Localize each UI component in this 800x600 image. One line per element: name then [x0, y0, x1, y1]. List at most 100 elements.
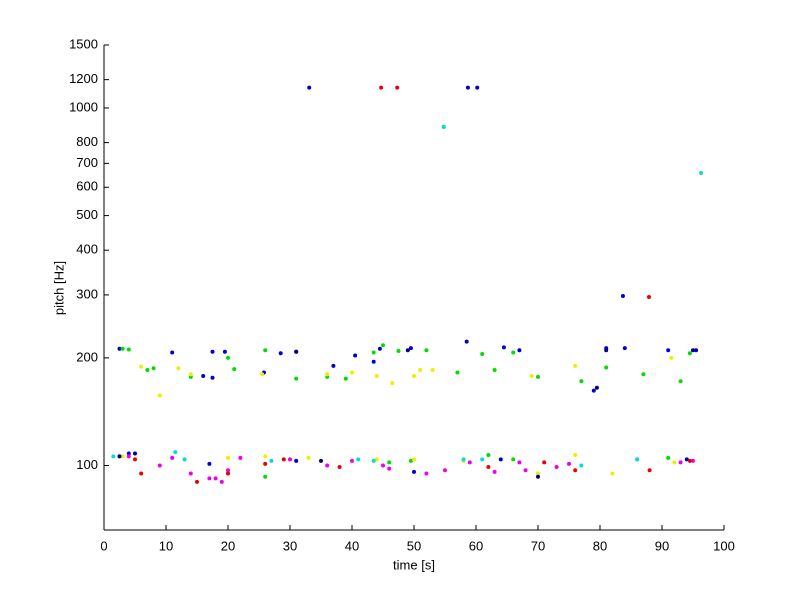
point	[461, 457, 466, 462]
y-tick-label: 1000	[69, 99, 98, 114]
point	[281, 457, 286, 462]
point	[232, 367, 237, 372]
point	[350, 370, 354, 375]
point	[536, 474, 540, 479]
point	[387, 460, 392, 465]
point	[374, 457, 379, 462]
point	[353, 353, 358, 358]
point	[173, 450, 178, 455]
point	[529, 373, 534, 378]
point	[666, 348, 671, 353]
point	[157, 463, 162, 468]
point	[331, 363, 336, 368]
point	[374, 373, 379, 378]
point	[424, 348, 429, 353]
point	[641, 372, 646, 377]
point	[238, 455, 243, 460]
point	[111, 454, 116, 459]
point	[567, 461, 571, 466]
point	[536, 374, 540, 379]
point	[188, 372, 193, 377]
point	[464, 339, 469, 344]
point	[684, 457, 689, 462]
point	[356, 457, 361, 462]
point	[117, 454, 122, 459]
point	[117, 346, 122, 351]
point	[691, 348, 695, 353]
point	[480, 352, 485, 357]
point	[263, 474, 268, 479]
x-tick-label: 70	[531, 538, 545, 553]
point	[126, 451, 131, 456]
point	[604, 348, 609, 353]
point	[672, 460, 677, 465]
x-tick-label: 30	[283, 538, 297, 553]
point	[687, 351, 692, 356]
point	[408, 458, 413, 463]
point	[151, 366, 156, 371]
point	[126, 347, 131, 352]
point	[412, 373, 416, 378]
point	[213, 476, 218, 481]
point	[604, 365, 609, 370]
point	[579, 379, 584, 384]
point	[646, 294, 651, 299]
point	[294, 458, 299, 463]
point	[133, 451, 137, 456]
x-tick-label: 50	[407, 538, 421, 553]
point	[371, 359, 376, 364]
point	[222, 349, 227, 354]
point	[139, 471, 144, 476]
point	[691, 458, 695, 463]
point	[371, 350, 376, 355]
point	[622, 346, 627, 351]
x-tick-label: 80	[593, 538, 607, 553]
point	[278, 351, 283, 356]
point	[120, 454, 125, 459]
point	[176, 366, 181, 371]
point	[226, 471, 230, 476]
point	[390, 381, 395, 386]
y-tick-label: 1500	[69, 36, 98, 51]
point	[260, 372, 265, 377]
point	[371, 458, 376, 463]
point	[343, 376, 348, 381]
point	[579, 463, 584, 468]
point	[325, 372, 330, 377]
point	[486, 465, 491, 470]
point	[523, 468, 528, 473]
point	[511, 350, 516, 355]
point	[594, 385, 599, 390]
point	[591, 388, 596, 393]
point	[678, 460, 683, 465]
point	[226, 455, 230, 460]
point	[210, 349, 215, 354]
x-tick-label: 10	[159, 538, 173, 553]
point	[207, 461, 212, 466]
point	[395, 85, 400, 90]
point	[120, 346, 125, 351]
y-tick-label: 500	[76, 207, 98, 222]
point	[408, 346, 413, 351]
point	[554, 465, 559, 470]
point	[226, 355, 230, 360]
point	[501, 345, 506, 350]
point	[288, 457, 292, 462]
point	[687, 458, 692, 463]
point	[396, 349, 401, 354]
point	[294, 376, 299, 381]
x-tick-label: 60	[469, 538, 483, 553]
point	[381, 463, 385, 468]
point	[319, 458, 323, 463]
point	[195, 479, 199, 484]
point	[201, 373, 206, 378]
point	[610, 471, 615, 476]
y-tick-label: 400	[76, 242, 98, 257]
point	[573, 452, 578, 457]
point	[307, 85, 312, 90]
y-tick-label: 600	[76, 179, 98, 194]
point	[226, 468, 230, 473]
x-tick-label: 100	[713, 538, 735, 553]
